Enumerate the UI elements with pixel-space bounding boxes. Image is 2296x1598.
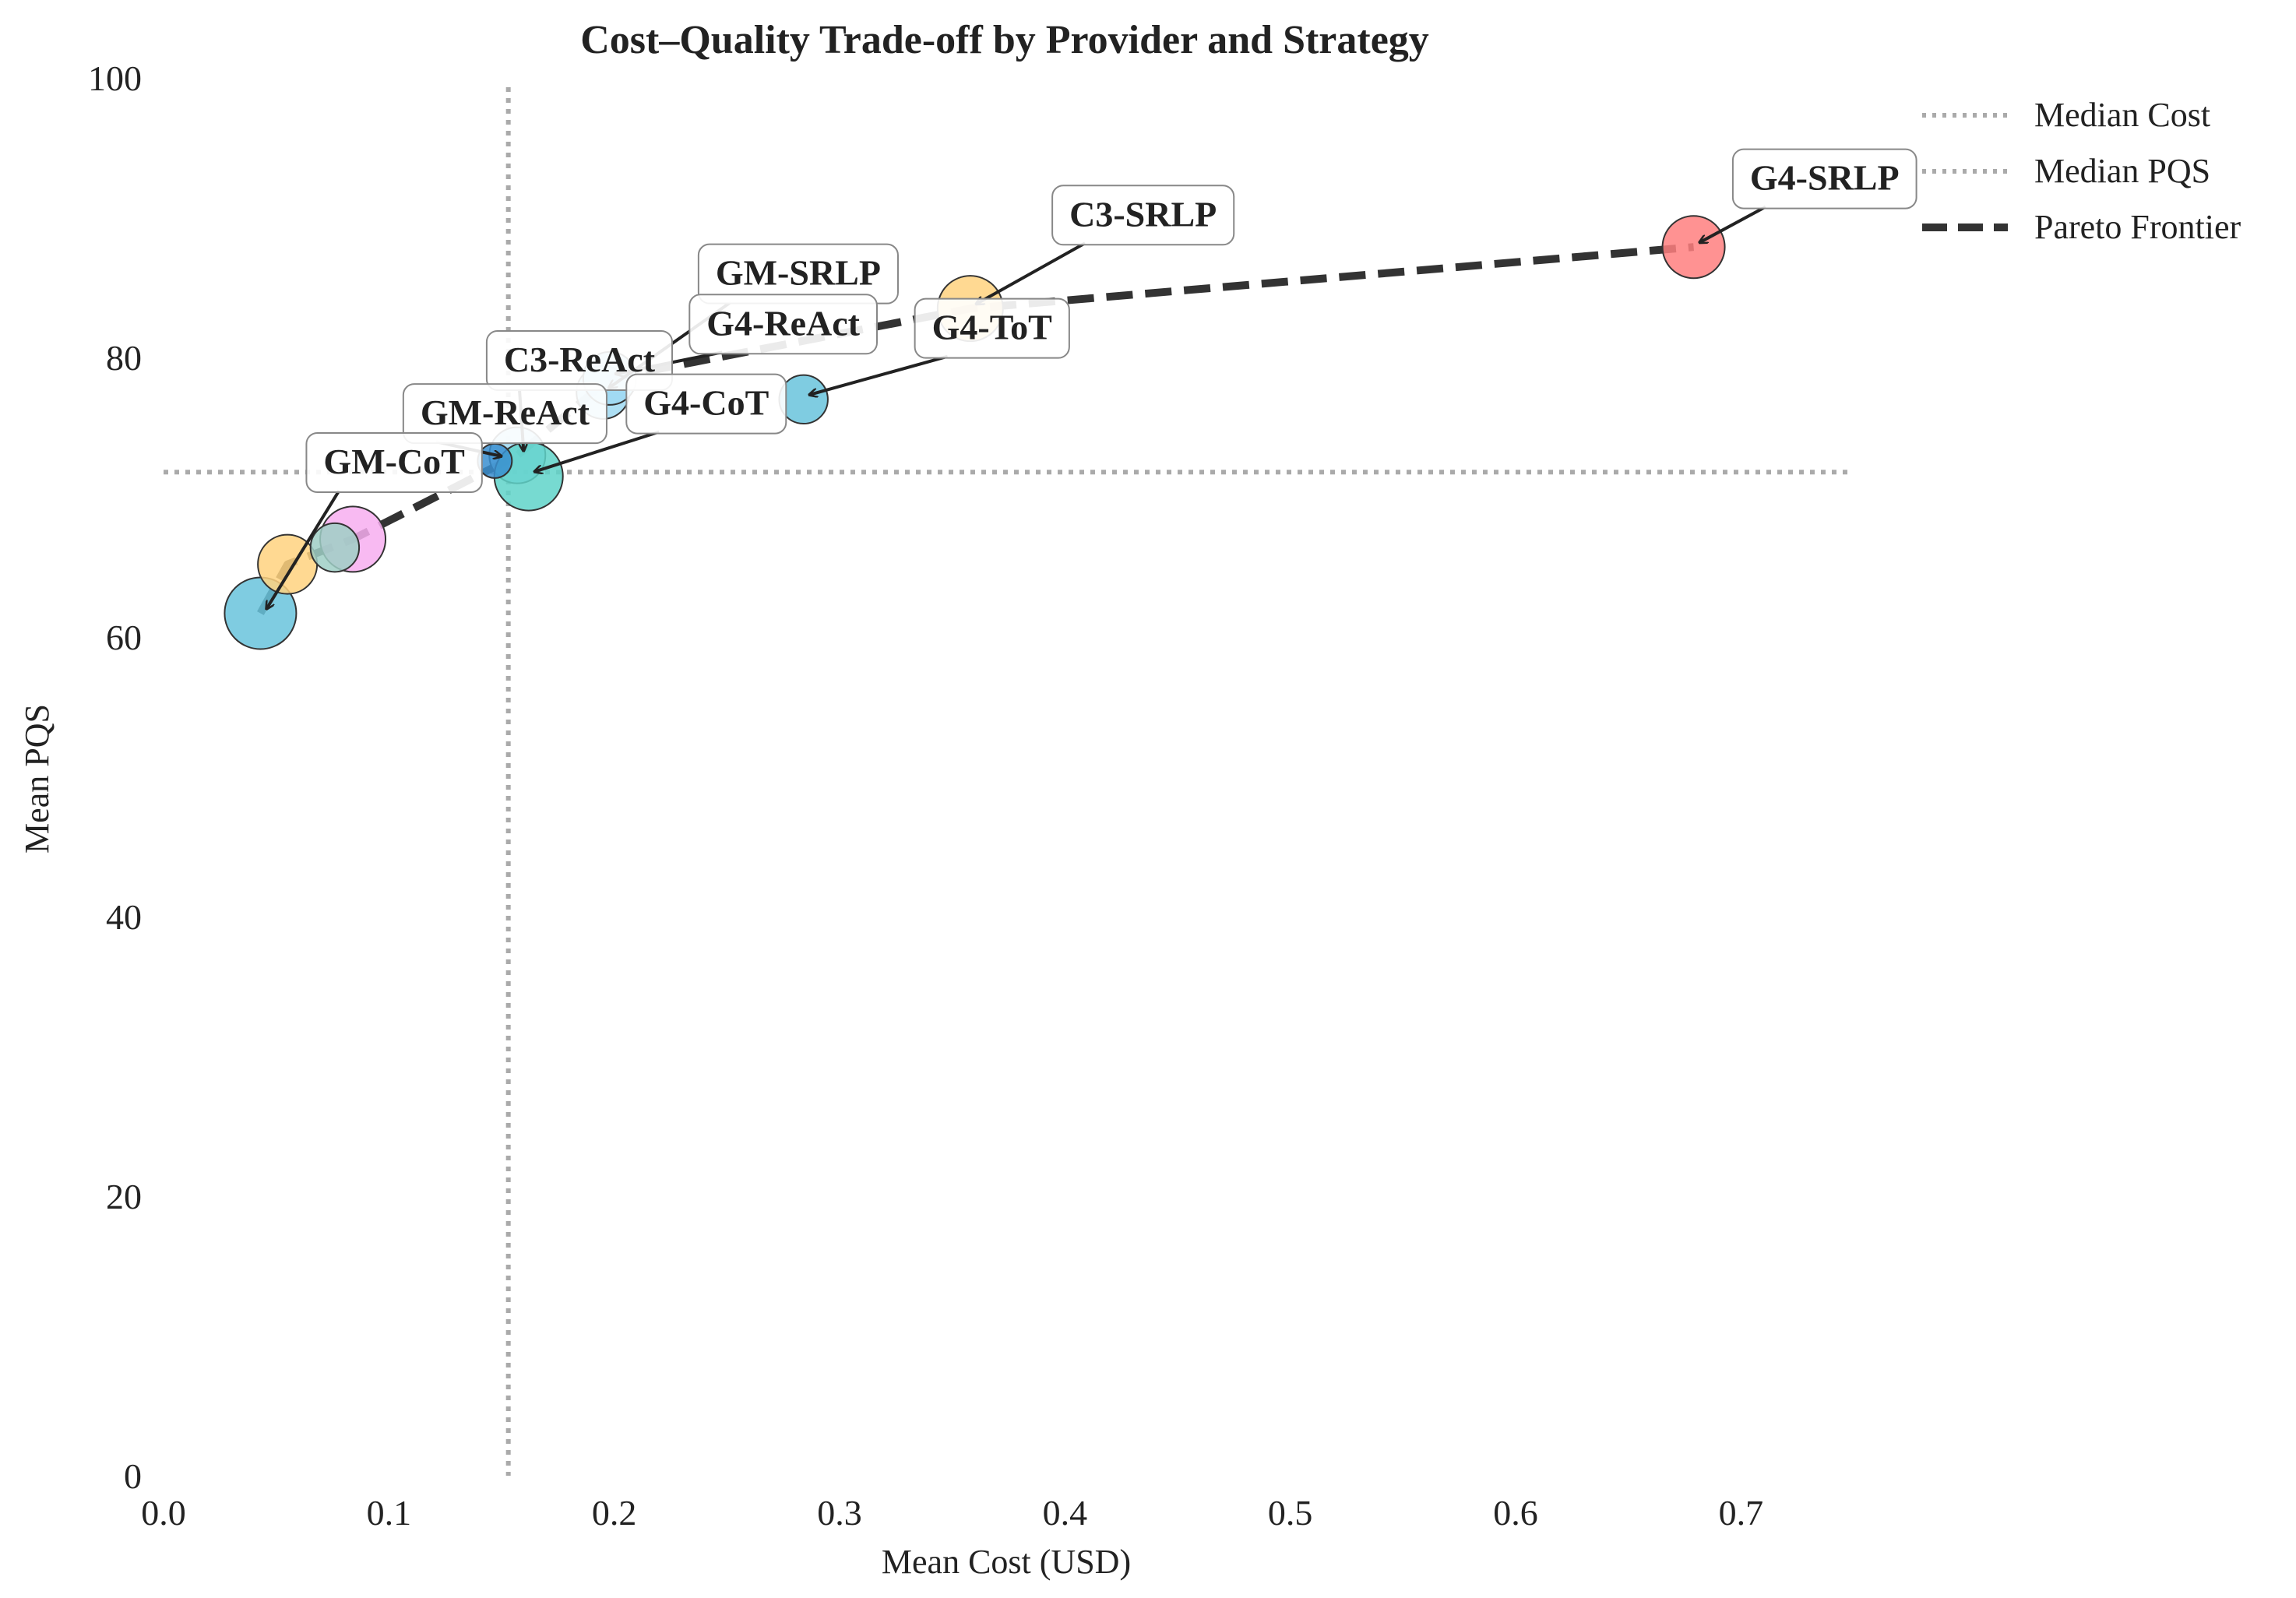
annotation-gm-react: GM-ReAct xyxy=(402,383,607,456)
annotation-label-gm-react: GM-ReAct xyxy=(421,392,590,432)
legend-label: Pareto Frontier xyxy=(2034,208,2241,246)
point-gm-react xyxy=(477,442,513,479)
annotation-label-gm-cot: GM-CoT xyxy=(323,442,464,481)
median-lines xyxy=(164,87,1854,1476)
point-g4-srlp xyxy=(1661,215,1726,280)
legend-label: Median Cost xyxy=(2034,96,2210,134)
y-tick-label: 20 xyxy=(106,1177,142,1216)
annotation-box-g4-cot xyxy=(625,373,787,435)
annotation-g4-cot: G4-CoT xyxy=(535,373,787,472)
x-tick-label: 0.5 xyxy=(1268,1493,1313,1533)
x-tick-label: 0.6 xyxy=(1493,1493,1538,1533)
annotation-box-g4-react xyxy=(688,294,878,355)
x-axis-title: Mean Cost (USD) xyxy=(882,1543,1131,1581)
annotation-g4-tot: G4-ToT xyxy=(810,297,1070,395)
annotation-box-g4-tot xyxy=(914,297,1070,359)
y-tick-label: 80 xyxy=(106,338,142,378)
annotation-box-gm-react xyxy=(402,383,607,445)
annotation-gm-cot: GM-CoT xyxy=(266,431,483,609)
point-gm-tot xyxy=(309,522,361,573)
legend: Median Cost Median PQS Pareto Frontier xyxy=(1922,96,2241,246)
annotation-label-g4-cot: G4-CoT xyxy=(643,383,769,423)
annotation-label-gm-srlp: GM-SRLP xyxy=(716,253,881,293)
annotation-c3-srlp: C3-SRLP xyxy=(977,185,1235,304)
legend-label: Median PQS xyxy=(2034,152,2210,190)
annotation-arrow-c3-srlp xyxy=(977,241,1086,304)
chart-title: Cost–Quality Trade-off by Provider and S… xyxy=(580,18,1429,62)
annotation-g4-react: G4-ReAct xyxy=(616,294,878,374)
annotation-arrow-g4-cot xyxy=(535,430,660,472)
annotation-arrow-g4-srlp xyxy=(1700,205,1766,243)
annotation-gm-srlp: GM-SRLP xyxy=(609,243,899,388)
annotation-label-g4-tot: G4-ToT xyxy=(932,308,1052,347)
x-tick-label: 0.2 xyxy=(592,1493,637,1533)
x-tick-label: 0.1 xyxy=(367,1493,412,1533)
y-tick-label: 0 xyxy=(124,1456,142,1496)
annotation-label-c3-react: C3-ReAct xyxy=(504,340,656,379)
x-axis-ticks: 0.0 0.1 0.2 0.3 0.4 0.5 0.6 0.7 xyxy=(141,1493,1763,1533)
point-annotations: G4-SRLP C3-SRLP G4-ToT GM-SRLP G4-ReAct C3-Re… xyxy=(266,148,1917,609)
annotation-box-g4-srlp xyxy=(1731,148,1917,209)
y-tick-label: 60 xyxy=(106,618,142,657)
annotation-arrow-gm-cot xyxy=(266,489,341,609)
annotation-g4-srlp: G4-SRLP xyxy=(1700,148,1917,243)
x-tick-label: 0.3 xyxy=(817,1493,862,1533)
x-tick-label: 0.4 xyxy=(1043,1493,1088,1533)
annotation-label-g4-srlp: G4-SRLP xyxy=(1750,158,1900,198)
annotation-box-c3-srlp xyxy=(1051,185,1235,246)
x-tick-label: 0.7 xyxy=(1719,1493,1764,1533)
y-axis-ticks: 0 20 40 60 80 100 xyxy=(88,58,142,1496)
y-tick-label: 40 xyxy=(106,897,142,937)
annotation-box-gm-cot xyxy=(305,431,483,493)
annotation-label-g4-react: G4-ReAct xyxy=(706,303,860,343)
x-tick-label: 0.0 xyxy=(141,1493,186,1533)
annotation-arrow-g4-tot xyxy=(810,354,949,395)
annotation-label-c3-srlp: C3-SRLP xyxy=(1069,194,1217,234)
y-tick-label: 100 xyxy=(88,58,142,98)
y-axis-title: Mean PQS xyxy=(18,704,56,854)
